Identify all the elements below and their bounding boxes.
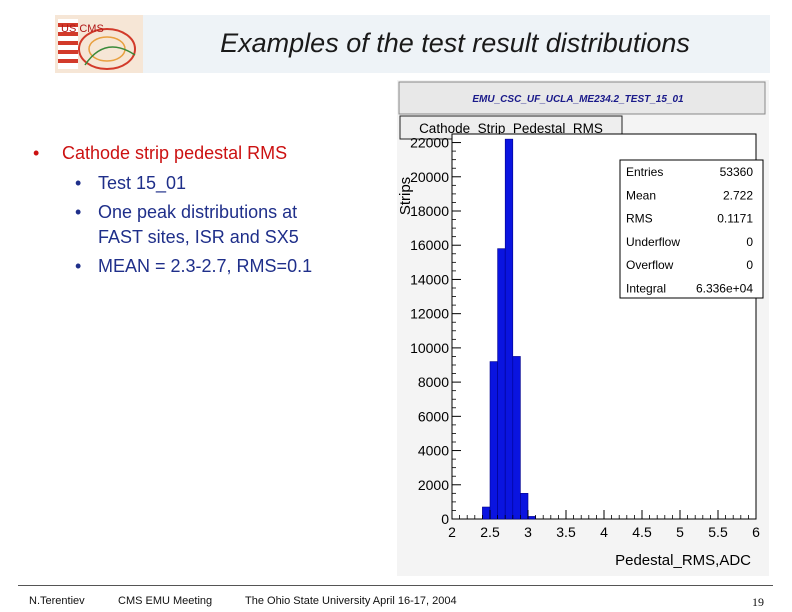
sub-bullet-text: One peak distributions at: [98, 202, 298, 222]
stats-label: Mean: [626, 188, 656, 202]
y-axis: 0 2000 4000 6000 8000 10000 12000 14000 16000 180…: [410, 135, 461, 527]
stats-label: RMS: [626, 212, 653, 226]
stats-box: [619, 159, 764, 299]
stats-value: 6.336e+04: [696, 282, 753, 296]
footer-divider: [18, 585, 773, 586]
sub-bullet-text: MEAN = 2.3-2.7, RMS=0.1: [98, 256, 313, 276]
histogram-bar: [512, 356, 521, 520]
main-bullet: Cathode strip pedestal RMS: [62, 143, 288, 163]
x-tick-label: 4: [600, 524, 608, 540]
canvas-title-box: [398, 81, 766, 115]
y-tick-label: 22000: [410, 135, 449, 151]
canvas-title: EMU_CSC_UF_UCLA_ME234.2_TEST_15_01: [472, 94, 684, 105]
stats-label: Underflow: [626, 235, 680, 249]
sub-bullet-marker: •: [75, 173, 82, 193]
x-axis: 2 2.5 3 3.5 4 4.5 5 5.5 6: [448, 510, 760, 540]
footer-author: N.Terentiev: [29, 595, 85, 607]
y-tick-label: 18000: [410, 203, 449, 219]
footer-meeting: CMS EMU Meeting: [118, 595, 213, 607]
stats-label: Overflow: [626, 258, 674, 272]
bars-group: [482, 138, 536, 520]
histogram-bar: [527, 516, 536, 520]
histogram-bar: [504, 138, 514, 520]
stats-value: 0.1171: [717, 212, 753, 226]
slide-title: Examples of the test result distribution…: [220, 28, 690, 58]
y-tick-label: 8000: [418, 374, 449, 390]
footer-institution: The Ohio State University April 16-17, 2…: [245, 595, 457, 607]
stats-label: Entries: [626, 165, 663, 179]
sub-bullet-text: Test 15_01: [98, 173, 187, 193]
x-axis-label: Pedestal_RMS,ADC: [615, 552, 751, 569]
stats-value: 53360: [720, 165, 754, 179]
y-tick-label: 4000: [418, 443, 449, 459]
bullet-marker: •: [33, 143, 40, 163]
page-number: 19: [752, 595, 764, 609]
logo-text: US CMS: [61, 23, 104, 35]
y-tick-label: 10000: [410, 340, 449, 356]
x-tick-label: 3.5: [556, 524, 576, 540]
stats-value: 0: [746, 258, 753, 272]
stats-table: Entries 53360 Mean 2.722 RMS 0.1171 Underflow 0…: [626, 165, 753, 296]
y-axis-label: Strips: [397, 177, 414, 215]
x-tick-label: 6: [752, 524, 760, 540]
histogram-bar: [520, 493, 529, 520]
y-tick-label: 0: [441, 511, 449, 527]
title-bar: [55, 15, 770, 73]
x-tick-label: 4.5: [632, 524, 652, 540]
y-tick-label: 6000: [418, 408, 449, 424]
x-tick-label: 2: [448, 524, 456, 540]
y-tick-label: 16000: [410, 237, 449, 253]
histogram-bar: [497, 248, 506, 520]
x-tick-label: 3: [524, 524, 532, 540]
uscms-logo: US CMS: [55, 15, 143, 73]
y-tick-label: 14000: [410, 271, 449, 287]
histogram-bar: [482, 506, 491, 520]
y-tick-label: 12000: [410, 306, 449, 322]
y-tick-label: 20000: [410, 169, 449, 185]
histogram-name: Cathode_Strip_Pedestal_RMS: [419, 121, 603, 136]
y-tick-label: 2000: [418, 477, 449, 493]
x-tick-label: 5: [676, 524, 684, 540]
stats-value: 0: [746, 235, 753, 249]
x-tick-label: 5.5: [708, 524, 728, 540]
sub-bullet-text: FAST sites, ISR and SX5: [98, 227, 299, 247]
sub-bullet-marker: •: [75, 256, 82, 276]
stats-value: 2.722: [723, 188, 753, 202]
x-tick-label: 2.5: [480, 524, 500, 540]
stats-label: Integral: [626, 282, 666, 296]
histogram-bar: [489, 361, 498, 520]
sub-bullet-marker: •: [75, 202, 82, 222]
